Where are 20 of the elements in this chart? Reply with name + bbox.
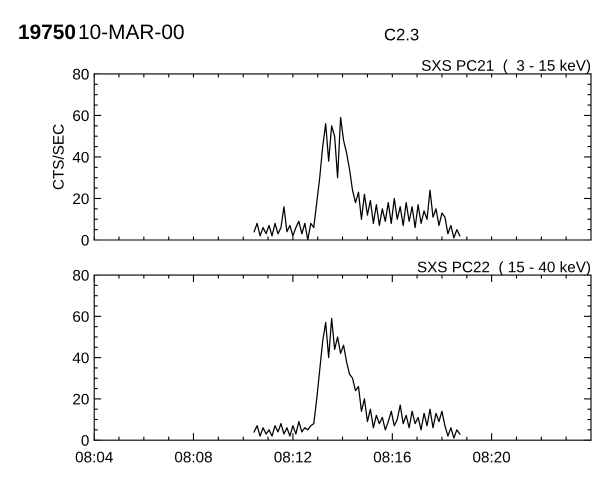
x-tick-label: 08:16 (374, 452, 411, 462)
y-tick-label: 60 (73, 311, 89, 322)
y-tick-label: 0 (81, 435, 89, 446)
x-tick-label: 08:20 (473, 452, 510, 462)
text: C2.3 (384, 28, 418, 40)
x-tick-label: 08:12 (274, 452, 312, 462)
y-tick-label: 0 (81, 234, 89, 246)
y-tick-label: 60 (73, 110, 89, 122)
y-tick-label: 40 (72, 152, 89, 163)
text: 19750 (19, 24, 76, 40)
y-tick-label: 80 (73, 270, 89, 281)
chart-title: SXS PC21 ( 3 - 15 keV) (422, 60, 590, 74)
y-axis-title: CTS/SEC (52, 124, 64, 190)
y-tick-label: 40 (72, 352, 89, 364)
text: 10-MAR-00 (80, 24, 184, 40)
y-tick-label: 20 (73, 193, 89, 204)
y-tick-label: 80 (73, 68, 89, 80)
x-tick-label: 08:04 (76, 452, 113, 462)
y-tick-label: 20 (73, 394, 89, 405)
x-tick-label: 08:08 (174, 452, 212, 462)
